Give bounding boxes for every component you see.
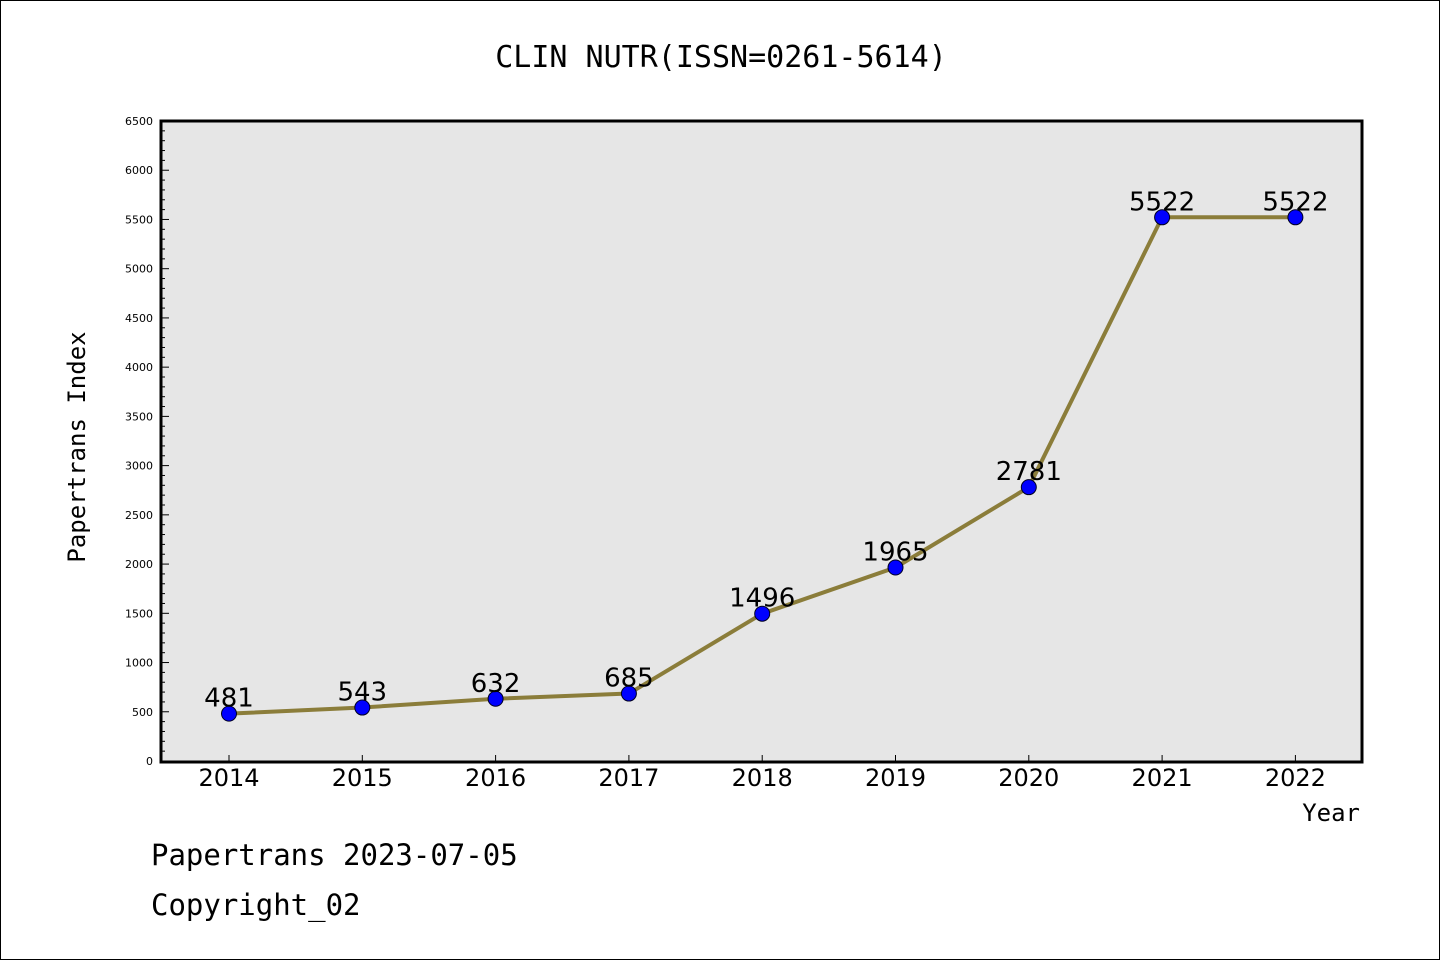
- plot-area: [161, 121, 1362, 762]
- y-tick-label: 6500: [125, 115, 153, 128]
- data-point: [1154, 209, 1171, 226]
- x-tick-label: 2021: [1132, 764, 1193, 792]
- y-tick-label: 2000: [125, 558, 153, 571]
- data-point: [1020, 479, 1037, 496]
- y-tick-label: 4000: [125, 361, 153, 374]
- data-point: [354, 699, 371, 716]
- x-tick-label: 2017: [598, 764, 659, 792]
- data-label: 632: [471, 669, 521, 699]
- data-label: 1496: [729, 584, 795, 614]
- x-tick-label: 2018: [732, 764, 793, 792]
- x-tick-label: 2015: [332, 764, 393, 792]
- data-labels: 481 543 632 685 1496 1965 2781 5522 5522: [204, 187, 1328, 713]
- y-tick-label: 5500: [125, 213, 153, 226]
- data-point: [1287, 209, 1304, 226]
- x-tick-label: 2022: [1265, 764, 1326, 792]
- data-label: 543: [337, 678, 387, 708]
- y-tick-label: 5000: [125, 263, 153, 276]
- data-label: 685: [604, 664, 654, 694]
- data-label: 1965: [862, 538, 928, 568]
- data-point: [620, 685, 637, 702]
- x-tick-label: 2014: [198, 764, 259, 792]
- plot-border: [159, 119, 1364, 764]
- y-tick-label: 6000: [125, 164, 153, 177]
- x-axis: 2014 2015 2016 2017 2018 2019 2020 2021 2022: [198, 755, 1326, 792]
- y-axis-title: Papertrans Index: [63, 331, 91, 562]
- data-points: [221, 209, 1304, 722]
- data-label: 5522: [1262, 187, 1328, 217]
- data-label: 2781: [996, 457, 1062, 487]
- y-tick-label: 4500: [125, 312, 153, 325]
- footer-copyright: Copyright_02: [151, 888, 361, 923]
- data-point: [487, 690, 504, 707]
- x-tick-label: 2020: [998, 764, 1059, 792]
- x-tick-label: 2019: [865, 764, 926, 792]
- data-label: 481: [204, 684, 254, 714]
- y-tick-label: 0: [146, 755, 153, 768]
- chart-title: CLIN NUTR(ISSN=0261-5614): [495, 40, 947, 75]
- data-point: [887, 559, 904, 576]
- y-tick-label: 3000: [125, 460, 153, 473]
- y-tick-label: 3500: [125, 410, 153, 423]
- data-point: [221, 705, 237, 722]
- y-tick-label: 2500: [125, 509, 153, 522]
- data-point: [754, 605, 771, 622]
- y-tick-label: 1500: [125, 607, 153, 620]
- footer-date: Papertrans 2023-07-05: [151, 838, 518, 872]
- x-axis-title: Year: [1302, 799, 1360, 827]
- y-axis: 0 500 1000 1500 2000 2500 3000 3500 4000 4500 5000…: [125, 115, 169, 768]
- y-tick-label: 500: [132, 706, 153, 719]
- data-label: 5522: [1129, 187, 1195, 217]
- x-tick-label: 2016: [465, 764, 526, 792]
- y-tick-label: 1000: [125, 657, 153, 670]
